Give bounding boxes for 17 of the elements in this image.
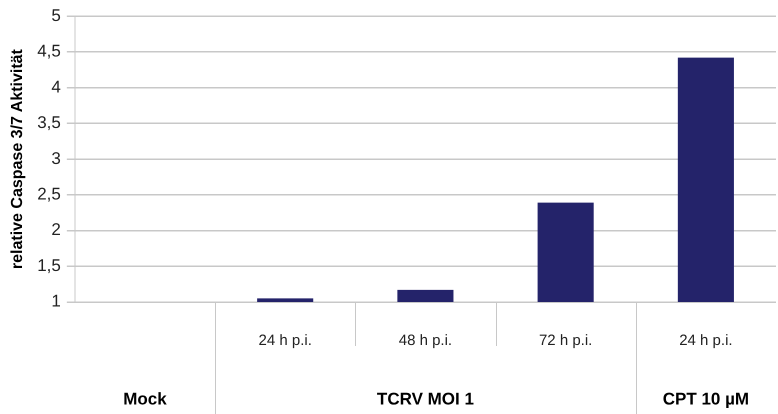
x-tick-label: 48 h p.i. xyxy=(398,332,452,350)
y-tick-label: 4 xyxy=(51,77,61,96)
y-tick-label: 3 xyxy=(51,148,61,168)
x-tick-label: 24 h p.i. xyxy=(679,332,733,350)
text: TCRV MOI 1 xyxy=(376,390,474,409)
x-tick-label: 24 h p.i. xyxy=(258,332,312,350)
x-tick-label: 72 h p.i. xyxy=(538,332,592,350)
text: Mock xyxy=(123,390,168,409)
y-tick-label: 2 xyxy=(51,220,61,240)
y-axis-title: relative Caspase 3/7 Aktivität xyxy=(9,48,26,270)
y-tick-label: 1,5 xyxy=(37,256,61,275)
y-tick-label: 2,5 xyxy=(37,184,61,204)
y-tick-label: 5 xyxy=(51,6,61,25)
y-tick-label: 1 xyxy=(51,292,61,311)
y-tick-label: 4,5 xyxy=(37,42,61,61)
text: CPT 10 µM xyxy=(662,390,750,409)
y-tick-label: 3,5 xyxy=(37,113,61,132)
